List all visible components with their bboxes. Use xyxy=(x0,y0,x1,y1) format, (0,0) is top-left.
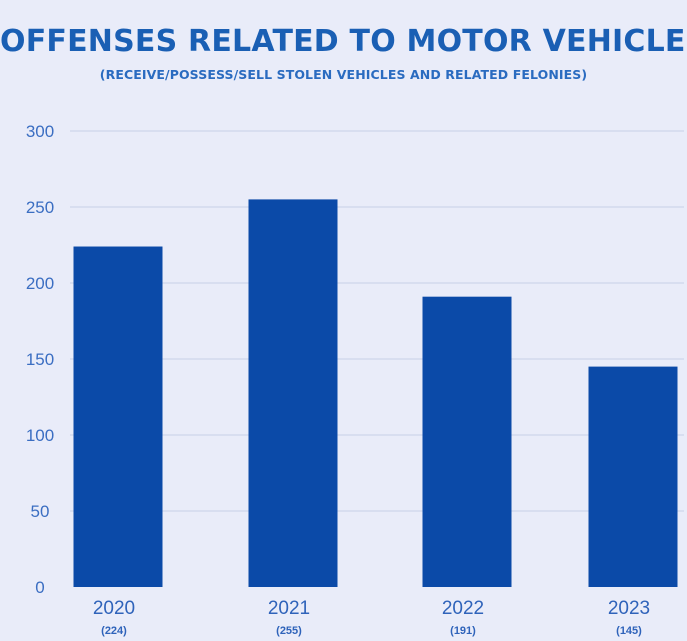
y-tick-label: 200 xyxy=(26,274,54,293)
x-tick-label: 2020 xyxy=(93,598,135,619)
chart-subtitle: (RECEIVE/POSSESS/SELL STOLEN VEHICLES AN… xyxy=(99,67,588,82)
y-tick-label: 0 xyxy=(35,578,44,597)
y-tick-label: 100 xyxy=(26,426,54,445)
chart-title: OFFENSES RELATED TO MOTOR VEHICLES xyxy=(0,24,687,59)
bar-2021 xyxy=(248,199,338,587)
y-tick-label: 50 xyxy=(31,502,50,521)
y-tick-label: 150 xyxy=(26,350,54,369)
data-label: (145) xyxy=(616,625,642,637)
y-tick-label: 250 xyxy=(26,198,54,217)
x-tick-label: 2021 xyxy=(268,598,310,619)
data-label: (191) xyxy=(450,625,476,637)
x-tick-label: 2022 xyxy=(442,598,484,619)
data-label: (224) xyxy=(101,625,127,637)
y-tick-label: 300 xyxy=(26,122,54,141)
data-label: (255) xyxy=(276,625,302,637)
bar-2022 xyxy=(422,296,512,587)
bar-2020 xyxy=(73,246,163,587)
bar-2023 xyxy=(588,366,678,587)
x-tick-label: 2023 xyxy=(608,598,650,619)
